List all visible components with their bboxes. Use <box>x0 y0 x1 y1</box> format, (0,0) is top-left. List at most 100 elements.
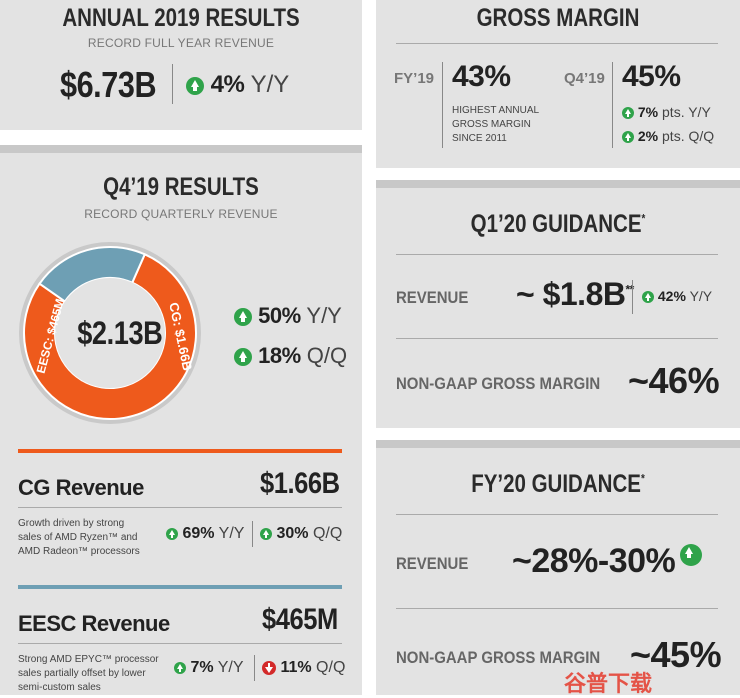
fy20-revenue: ~28%-30% <box>512 542 702 581</box>
cg-yy-unit: Y/Y <box>218 525 245 542</box>
eesc-desc-line: semi-custom sales <box>18 682 101 693</box>
gross-margin-rule <box>396 43 718 44</box>
gm-fy-label: FY’19 <box>394 70 435 87</box>
q1-gm-label: NON-GAAP GROSS MARGIN <box>396 374 601 393</box>
eesc-rule <box>18 643 342 644</box>
q1-revenue-yy-unit: Y/Y <box>689 288 713 304</box>
annual-growth-value: 4% <box>210 71 245 98</box>
fy20-gm-value: ~45% <box>630 634 722 675</box>
fy20-title-text: FY’20 GUIDANCE <box>471 470 641 498</box>
gm-q4-label: Q4’19 <box>564 70 605 87</box>
eesc-accent-bar <box>18 585 342 589</box>
gross-margin-title: GROSS MARGIN <box>476 4 640 32</box>
eesc-divider <box>254 655 255 681</box>
up-arrow-icon <box>186 76 204 95</box>
cg-yy: 69% Y/Y <box>166 525 244 543</box>
annual-divider <box>172 64 173 104</box>
cg-desc: Growth driven by strong sales of AMD Ryz… <box>18 517 140 559</box>
q1-revenue-label: REVENUE <box>396 288 469 307</box>
eesc-qq-value: 11% <box>280 659 312 676</box>
cg-qq-value: 30% <box>276 525 309 542</box>
q1-title: Q1’20 GUIDANCE* <box>409 210 707 239</box>
cg-qq-unit: Q/Q <box>312 525 343 542</box>
q4-title: Q4’19 RESULTS <box>103 173 259 201</box>
q4-qq: 18% Q/Q <box>234 343 347 369</box>
cg-accent-bar <box>18 449 342 453</box>
fy20-title: FY’20 GUIDANCE* <box>409 470 707 499</box>
eesc-desc-line: Strong AMD EPYC™ processor <box>18 654 159 665</box>
donut-hole <box>55 278 165 388</box>
up-arrow-icon <box>234 348 252 367</box>
up-arrow-icon <box>260 527 272 540</box>
q1-guidance-panel: Q1’20 GUIDANCE* REVENUE ~ $1.8B** 42% Y/… <box>376 180 740 428</box>
eesc-yy: 7% Y/Y <box>174 659 244 677</box>
gm-fy-note: HIGHEST ANNUAL GROSS MARGIN SINCE 2011 <box>452 104 539 146</box>
q4-subtitle: RECORD QUARTERLY REVENUE <box>84 207 278 221</box>
eesc-desc: Strong AMD EPYC™ processor sales partial… <box>18 653 159 695</box>
gm-q4-yy: 7% pts. Y/Y <box>622 104 711 120</box>
gm-fy-note-line: SINCE 2011 <box>452 133 507 144</box>
up-arrow-icon <box>642 291 654 304</box>
down-arrow-icon <box>262 660 276 675</box>
q1-revenue-mark: ** <box>625 282 634 297</box>
q1-rule-mid <box>396 338 718 339</box>
eesc-qq-unit: Q/Q <box>316 659 346 676</box>
cg-desc-line: Growth driven by strong <box>18 518 125 529</box>
cg-yy-value: 69% <box>182 525 215 542</box>
gm-fy-note-line: HIGHEST ANNUAL <box>452 105 540 116</box>
gm-fy-note-line: GROSS MARGIN <box>452 119 531 130</box>
eesc-yy-value: 7% <box>190 659 214 676</box>
q4-qq-value: 18% <box>258 343 301 368</box>
eesc-desc-line: sales partially offset by lower <box>18 668 146 679</box>
annual-title: ANNUAL 2019 RESULTS <box>62 4 300 32</box>
q1-rule-top <box>396 254 718 255</box>
gm-q4-qq: 2% pts. Q/Q <box>622 128 714 144</box>
fy20-revenue-label: REVENUE <box>396 554 469 573</box>
eesc-value: $465M <box>262 603 338 636</box>
annual-subtitle: RECORD FULL YEAR REVENUE <box>87 36 275 50</box>
gm-q4-divider <box>612 62 613 148</box>
up-arrow-icon <box>622 107 634 120</box>
cg-divider <box>252 521 253 547</box>
gross-margin-panel: GROSS MARGIN FY’19 43% HIGHEST ANNUAL GR… <box>376 0 740 168</box>
q1-revenue-value: ~ $1.8B <box>516 276 626 312</box>
fy20-guidance-panel: FY’20 GUIDANCE* REVENUE ~28%-30% NON-GAA… <box>376 440 740 697</box>
q1-revenue-yy: 42% Y/Y <box>642 288 712 304</box>
up-arrow-icon <box>622 131 634 144</box>
q4-yy-unit: Y/Y <box>306 303 342 328</box>
eesc-qq: 11% Q/Q <box>262 659 345 677</box>
cg-qq: 30% Q/Q <box>260 525 342 543</box>
q1-revenue-yy-value: 42% <box>657 288 686 304</box>
cg-rule <box>18 507 342 508</box>
fy20-rule-top <box>396 514 718 515</box>
gm-q4-value: 45% <box>622 60 681 93</box>
q4-qq-unit: Q/Q <box>306 343 348 368</box>
q1-revenue-divider <box>632 280 633 314</box>
cg-value: $1.66B <box>260 467 340 500</box>
eesc-title: EESC Revenue <box>18 611 170 636</box>
q1-title-text: Q1’20 GUIDANCE <box>470 210 642 238</box>
fy20-gm-label: NON-GAAP GROSS MARGIN <box>396 648 601 667</box>
gm-fy-value: 43% <box>452 60 511 93</box>
q4-yy: 50% Y/Y <box>234 303 342 329</box>
up-arrow-icon <box>166 527 178 540</box>
q1-title-mark: * <box>641 211 646 226</box>
cg-desc-line: AMD Radeon™ processors <box>18 546 140 557</box>
q1-gm-value: ~46% <box>628 360 720 401</box>
q4-yy-value: 50% <box>258 303 301 328</box>
q1-revenue: ~ $1.8B** <box>516 276 634 313</box>
q4-total: $2.13B <box>77 315 163 351</box>
annual-growth: 4% Y/Y <box>186 71 289 99</box>
gm-q4-qq-unit: pts. Q/Q <box>662 128 715 144</box>
cg-title: CG Revenue <box>18 475 144 500</box>
fy20-revenue-value: ~28%-30% <box>512 542 676 580</box>
q4-results-panel: Q4’19 RESULTS RECORD QUARTERLY REVENUE $… <box>0 145 362 695</box>
gm-fy-divider <box>442 62 443 148</box>
q4-donut-chart <box>19 242 201 424</box>
watermark-logo: 谷普下载 <box>564 672 653 697</box>
gm-q4-yy-value: 7% <box>637 104 659 120</box>
annual-growth-unit: Y/Y <box>250 71 290 98</box>
gm-q4-qq-value: 2% <box>637 128 659 144</box>
annual-revenue: $6.73B <box>60 64 157 105</box>
up-arrow-icon <box>174 661 186 674</box>
